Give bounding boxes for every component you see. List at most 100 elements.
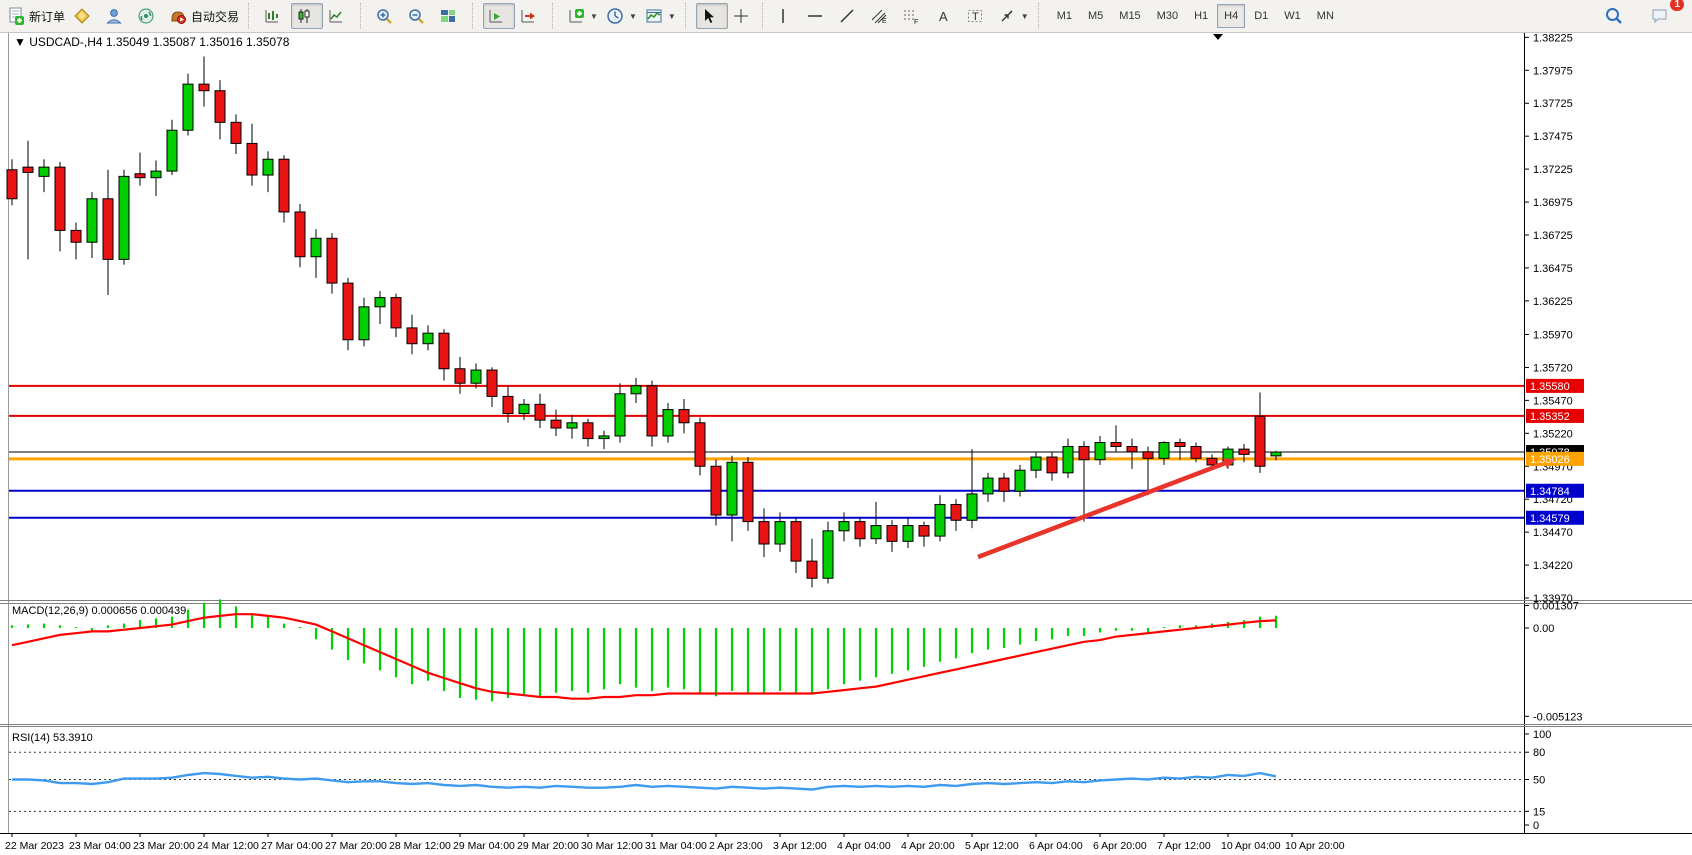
bear-candle — [1206, 457, 1218, 466]
community-person-icon — [106, 9, 122, 24]
price-badge-order-line — [1526, 451, 1584, 466]
candlestick-chart-button[interactable] — [291, 3, 324, 29]
toolbar-right-utilities: 1 — [1600, 0, 1684, 32]
macd-axis-tick: 0.001307 — [1533, 600, 1579, 612]
time-axis-label: 2 Apr 23:00 — [709, 840, 763, 852]
bull-candle — [518, 403, 530, 415]
trend-arrow-annotation[interactable] — [977, 458, 1236, 560]
periods-button[interactable]: ▼ — [602, 3, 641, 29]
price-axis[interactable]: 1.38225 1.37975 1.37725 1.37475 1.37225 1.369… — [1524, 32, 1584, 832]
timeframe-button-mn[interactable]: MN — [1316, 10, 1334, 22]
toolbar-group-chart-type — [256, 0, 358, 32]
bear-candle — [1238, 448, 1250, 455]
tile-windows-button[interactable] — [435, 3, 467, 29]
time-axis[interactable]: 22 Mar 2023 23 Mar 04:00 23 Mar 20:00 24 Ma… — [5, 833, 1345, 852]
scroll-marker-icon[interactable] — [1213, 34, 1223, 40]
timeframe-button-m1[interactable]: M1 — [1056, 10, 1072, 22]
bear-candle — [454, 368, 466, 384]
cursor-tool-button[interactable] — [695, 3, 728, 29]
rsi-axis-tick: 50 — [1533, 775, 1545, 787]
macd-indicator-pane[interactable] — [10, 599, 1278, 702]
timeframe-button-m15[interactable]: M15 — [1119, 10, 1141, 22]
pane-separators[interactable] — [0, 600, 1692, 834]
market-depth-button[interactable] — [69, 3, 101, 29]
line-chart-button[interactable] — [323, 3, 355, 29]
auto-scroll-icon — [489, 10, 503, 23]
autotrade-label: 自动交易 — [191, 9, 240, 24]
time-axis-label: 6 Apr 20:00 — [1093, 840, 1147, 852]
rsi-indicator-pane[interactable] — [9, 751, 1524, 812]
zoom-out-button[interactable] — [403, 3, 435, 29]
bear-candle — [758, 521, 770, 545]
rsi-line — [12, 771, 1277, 791]
vertical-line-icon — [782, 9, 784, 23]
time-axis-label: 23 Mar 04:00 — [69, 840, 131, 852]
vertical-line-tool-button[interactable] — [770, 3, 802, 29]
time-axis-label: 3 Apr 12:00 — [773, 840, 827, 852]
bull-candle — [1270, 451, 1282, 457]
fibonacci-tool-button[interactable]: F — [898, 3, 930, 29]
bull-candle — [614, 393, 626, 437]
horizontal-line-icon — [807, 15, 822, 17]
chat-button[interactable]: 1 — [1646, 0, 1684, 29]
macd-label: MACD(12,26,9) 0.000656 0.000439 — [12, 605, 186, 617]
fibonacci-icon: F — [903, 10, 918, 25]
label-tool-button[interactable]: T — [962, 3, 994, 29]
price-axis-tick: 1.36725 — [1533, 230, 1573, 242]
price-axis-tick: 1.36975 — [1533, 197, 1573, 209]
rsi-axis-tick: 80 — [1533, 747, 1545, 759]
chart-shift-button[interactable] — [515, 3, 547, 29]
templates-button[interactable]: ▼ — [641, 3, 680, 29]
toolbar-group-objects: E F A T ▼ — [693, 0, 1036, 32]
text-icon: A — [939, 9, 948, 24]
arrows-tool-button[interactable]: ▼ — [994, 3, 1033, 29]
timeframe-button-m5[interactable]: M5 — [1088, 10, 1104, 22]
bear-candle — [502, 395, 514, 415]
text-tool-button[interactable]: A — [930, 3, 962, 29]
arrowhead — [1223, 458, 1236, 469]
bear-candle — [134, 173, 146, 179]
time-axis-label: 29 Mar 20:00 — [517, 840, 579, 852]
bear-candle — [854, 521, 866, 540]
horizontal-line-tool-button[interactable] — [802, 3, 834, 29]
autotrade-button[interactable]: 自动交易 — [165, 3, 243, 29]
bar-chart-icon — [265, 10, 279, 23]
bear-candle — [390, 297, 402, 329]
cursor-icon — [704, 9, 714, 23]
level-lines-group[interactable] — [9, 384, 1524, 519]
crosshair-tool-button[interactable] — [728, 3, 760, 29]
main-toolbar: 新订单 自动交易 — [0, 0, 1692, 33]
timeframe-button-d1[interactable]: D1 — [1254, 10, 1269, 22]
bear-candle — [1254, 415, 1266, 467]
timeframe-button-w1[interactable]: W1 — [1284, 10, 1301, 22]
text-label-icon: T — [967, 10, 982, 23]
trendline-tool-button[interactable] — [834, 3, 866, 29]
search-button[interactable] — [1600, 3, 1632, 29]
community-button[interactable] — [101, 3, 133, 29]
bar-chart-button[interactable] — [259, 3, 291, 29]
timeframe-button-h1[interactable]: H1 — [1194, 10, 1209, 22]
timeframe-button-h4[interactable]: H4 — [1217, 4, 1246, 28]
toolbar-separator — [684, 3, 691, 29]
indicators-button[interactable]: ▼ — [563, 3, 602, 29]
dropdown-caret-icon: ▼ — [590, 11, 598, 21]
new-order-label: 新订单 — [29, 9, 66, 24]
chat-unread-badge: 1 — [1670, 0, 1684, 11]
bear-candle — [438, 332, 450, 370]
time-axis-label: 7 Apr 12:00 — [1157, 840, 1211, 852]
timeframe-button-m30[interactable]: M30 — [1156, 10, 1179, 22]
bull-candle — [902, 525, 914, 542]
signals-button[interactable] — [133, 3, 165, 29]
bear-candle — [582, 422, 594, 440]
bull-candle — [662, 409, 674, 437]
zoom-in-button[interactable] — [371, 3, 403, 29]
time-axis-label: 24 Mar 12:00 — [197, 840, 259, 852]
zoom-in-icon — [377, 9, 392, 24]
channel-tool-button[interactable]: E — [866, 3, 898, 29]
bear-candle — [1046, 456, 1058, 474]
autotrade-icon — [171, 11, 187, 24]
auto-scroll-button[interactable] — [483, 3, 516, 29]
new-order-button[interactable]: 新订单 — [3, 3, 69, 29]
price-badge-text: 1.34784 — [1530, 486, 1570, 498]
